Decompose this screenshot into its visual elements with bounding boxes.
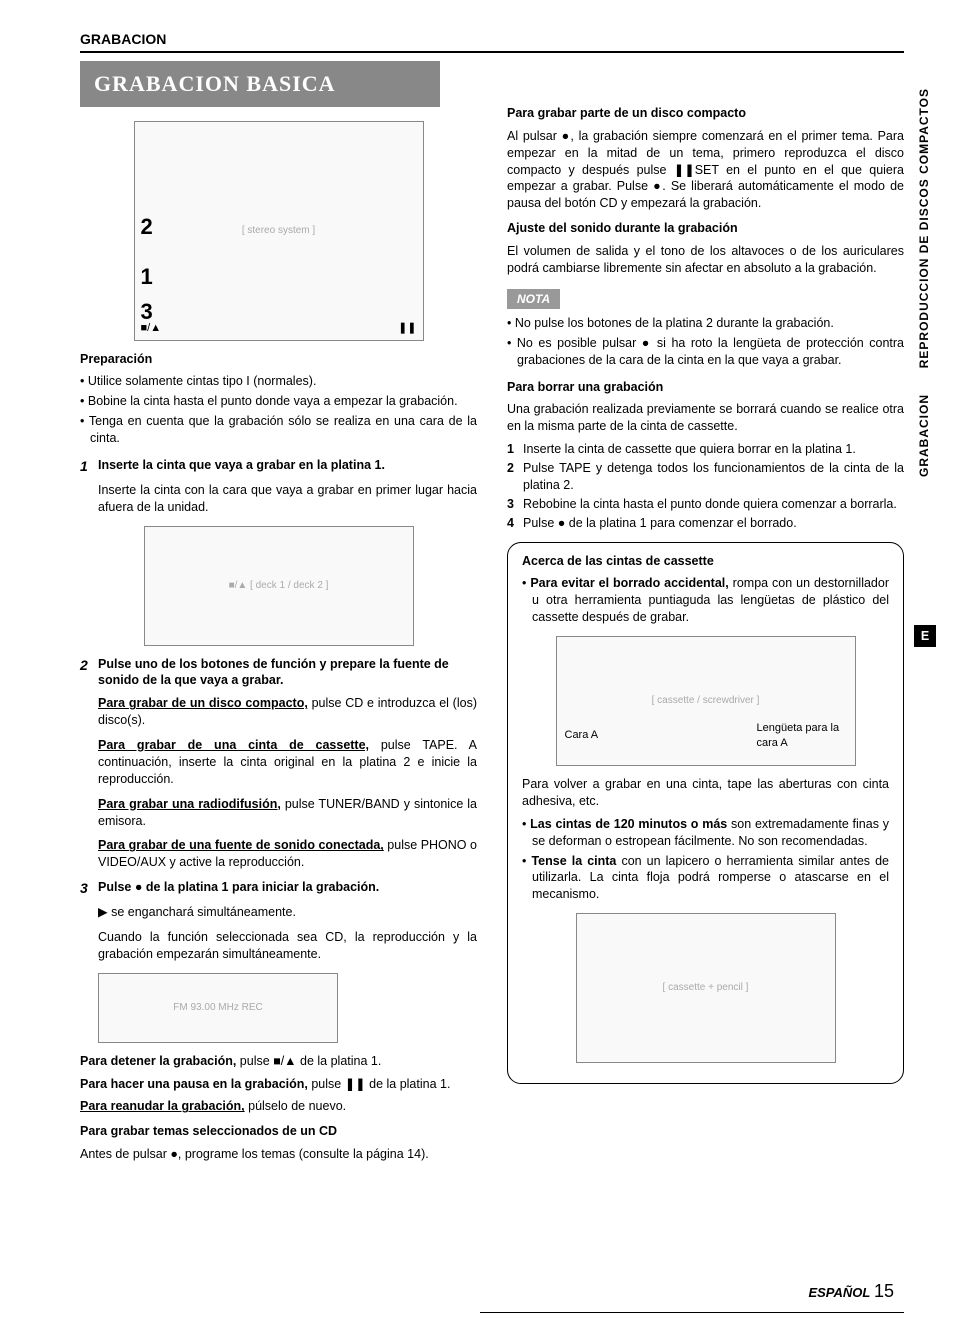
prep-heading: Preparación <box>80 351 477 368</box>
cassette-tab-diagram: Cara A Lengüeta para la cara A [ cassett… <box>556 636 856 766</box>
step-3: 3 Pulse ● de la platina 1 para iniciar l… <box>80 879 477 898</box>
left-column: GRABACION BASICA 2 1 3 ■/▲ ❚❚ [ stereo s… <box>80 61 477 1169</box>
step3-p1: ▶ se enganchará simultáneamente. <box>80 904 477 921</box>
adjust-body: El volumen de salida y el tono de los al… <box>507 243 904 277</box>
list-item: Tense la cinta con un lapicero o herrami… <box>522 853 889 904</box>
nota-label: NOTA <box>507 289 560 309</box>
tape-tension-diagram: [ cassette + pencil ] <box>576 913 836 1063</box>
step-1: 1 Inserte la cinta que vaya a grabar en … <box>80 457 477 476</box>
stop-line-2: Para hacer una pausa en la grabación, pu… <box>80 1076 477 1093</box>
list-item: Para evitar el borrado accidental, rompa… <box>522 575 889 626</box>
cassette-insert-diagram: ■/▲ [ deck 1 / deck 2 ] <box>144 526 414 646</box>
side-tab-reproduction: REPRODUCCION DE DISCOS COMPACTOS <box>914 80 934 376</box>
selected-tracks-body: Antes de pulsar ●, programe los temas (c… <box>80 1146 477 1163</box>
stop-line-1: Para detener la grabación, pulse ■/▲ de … <box>80 1053 477 1070</box>
part-heading: Para grabar parte de un disco compacto <box>507 105 904 122</box>
erase-steps: 1Inserte la cinta de cassette que quiera… <box>507 441 904 531</box>
page-title: GRABACION BASICA <box>80 61 440 107</box>
step-2: 2 Pulse uno de los botones de función y … <box>80 656 477 690</box>
erase-heading: Para borrar una grabación <box>507 379 904 396</box>
nota-list: No pulse los botones de la platina 2 dur… <box>507 315 904 369</box>
box-p2: Para volver a grabar en una cinta, tape … <box>522 776 889 810</box>
stereo-diagram: 2 1 3 ■/▲ ❚❚ [ stereo system ] <box>134 121 424 341</box>
list-item: Las cintas de 120 minutos o más son extr… <box>522 816 889 850</box>
adjust-heading: Ajuste del sonido durante la grabación <box>507 220 904 237</box>
part-body: Al pulsar ●, la grabación siempre comenz… <box>507 128 904 212</box>
cassette-info-box: Acerca de las cintas de cassette Para ev… <box>507 542 904 1085</box>
step2-a: Para grabar de un disco compacto, pulse … <box>80 695 477 729</box>
list-item: Utilice solamente cintas tipo I (normale… <box>80 373 477 390</box>
list-item: No es posible pulsar ● si ha roto la len… <box>507 335 904 369</box>
display-diagram: FM 93.00 MHz REC <box>98 973 338 1043</box>
content-columns: GRABACION BASICA 2 1 3 ■/▲ ❚❚ [ stereo s… <box>80 61 904 1169</box>
list-item: No pulse los botones de la platina 2 dur… <box>507 315 904 332</box>
step1-body: Inserte la cinta con la cara que vaya a … <box>80 482 477 516</box>
step2-b: Para grabar de una cinta de cassette, pu… <box>80 737 477 788</box>
step2-d: Para grabar de una fuente de sonido cone… <box>80 837 477 871</box>
erase-intro: Una grabación realizada previamente se b… <box>507 401 904 435</box>
side-tab-badge: E <box>914 625 936 647</box>
section-header: GRABACION <box>80 30 904 53</box>
page-footer: ESPAÑOL 15 <box>808 1279 894 1303</box>
footer-rule <box>480 1312 904 1313</box>
list-item: Bobine la cinta hasta el punto donde vay… <box>80 393 477 410</box>
box-heading: Acerca de las cintas de cassette <box>522 553 889 570</box>
step3-p2: Cuando la función seleccionada sea CD, l… <box>80 929 477 963</box>
side-tab-grabacion: GRABACION <box>914 386 934 485</box>
list-item: Tenga en cuenta que la grabación sólo se… <box>80 413 477 447</box>
side-tabs: REPRODUCCION DE DISCOS COMPACTOS GRABACI… <box>914 80 936 647</box>
step2-c: Para grabar una radiodifusión, pulse TUN… <box>80 796 477 830</box>
right-column: Para grabar parte de un disco compacto A… <box>507 61 904 1169</box>
selected-tracks-heading: Para grabar temas seleccionados de un CD <box>80 1123 477 1140</box>
prep-list: Utilice solamente cintas tipo I (normale… <box>80 373 477 447</box>
stop-line-3: Para reanudar la grabación, púlselo de n… <box>80 1098 477 1115</box>
